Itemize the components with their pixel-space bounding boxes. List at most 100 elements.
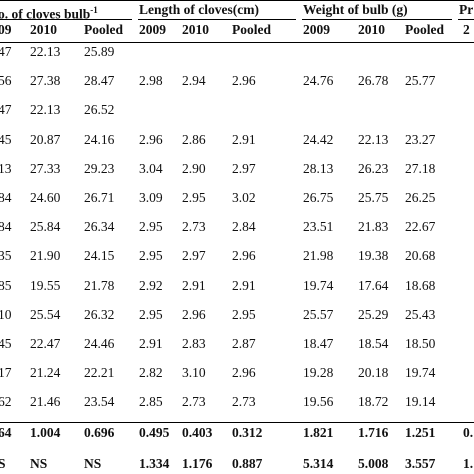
table-cell: 2.85 <box>139 394 163 410</box>
table-cell: 2.94 <box>182 73 206 89</box>
cd-cell: 3.557 <box>405 456 436 471</box>
group-header-partial: Pr <box>459 2 474 17</box>
table-cell: 18.50 <box>405 336 436 351</box>
table-cell: 2.95 <box>139 219 163 235</box>
table-cell: 3.04 <box>139 160 163 176</box>
table-cell: 24.15 <box>84 248 115 264</box>
table-cell: 2.87 <box>232 336 256 351</box>
table-cell: 25.29 <box>358 306 389 322</box>
table-cell: 25.84 <box>30 219 61 235</box>
cd-cell: 1. <box>463 456 474 471</box>
table-cell: 47 <box>0 44 12 59</box>
column-header: 2010 <box>30 22 57 37</box>
table-cell: 13 <box>0 160 12 176</box>
group-header-length: Length of cloves(cm) <box>139 2 259 17</box>
table-cell: 2.90 <box>182 160 206 176</box>
table-cell: 17.64 <box>358 277 389 293</box>
table-cell: 22.13 <box>30 102 61 118</box>
cd-cell: 1.334 <box>139 456 170 471</box>
table-cell: 21.83 <box>358 219 389 235</box>
table-cell: 3.09 <box>139 190 163 205</box>
sem-cell: 1.716 <box>358 425 389 440</box>
table-cell: 23.51 <box>303 219 334 235</box>
table-cell: 26.75 <box>303 190 334 205</box>
table-cell: 19.14 <box>405 394 436 410</box>
group-rule <box>458 19 474 20</box>
table-cell: 29.23 <box>84 160 115 176</box>
table-cell: 22.67 <box>405 219 436 235</box>
column-header: 09 <box>0 22 12 37</box>
cd-cell: 1.176 <box>182 456 213 471</box>
cd-cell: S <box>0 456 6 471</box>
table-cell: 3.02 <box>232 190 256 205</box>
table-cell: 19.38 <box>358 248 389 264</box>
table-cell: 21.24 <box>30 365 61 381</box>
table-cell: 22.13 <box>358 131 389 147</box>
table-cell: 26.23 <box>358 160 389 176</box>
table-cell: 23.54 <box>84 394 115 410</box>
table-cell: 22.13 <box>30 44 61 59</box>
table-cell: 26.52 <box>84 102 115 118</box>
table-cell: 2.91 <box>182 277 206 293</box>
cd-cell: NS <box>84 456 102 471</box>
table-cell: 26.71 <box>84 190 115 205</box>
column-header: 2010 <box>182 22 209 37</box>
table-cell: 21.46 <box>30 394 61 410</box>
table-cell: 18.72 <box>358 394 389 410</box>
table-cell: 24.16 <box>84 131 115 147</box>
table-cell: 2.73 <box>232 394 256 410</box>
group-rule <box>138 19 296 20</box>
table-cell: 22.21 <box>84 365 115 381</box>
table-cell: 25.54 <box>30 306 61 322</box>
table-cell: 2.83 <box>182 336 206 351</box>
table-cell: 27.18 <box>405 160 436 176</box>
cd-cell: 0.887 <box>232 456 263 471</box>
table-cell: 2.73 <box>182 394 206 410</box>
table-cell: 18.47 <box>303 336 334 351</box>
table-cell: 25.77 <box>405 73 436 89</box>
table-cell: 2.95 <box>232 306 256 322</box>
cd-cell: 5.008 <box>358 456 389 471</box>
sem-cell: 64 <box>0 425 12 440</box>
table-cell: 19.56 <box>303 394 334 410</box>
table-cell: 2.95 <box>139 248 163 264</box>
group-header-cloves: o. of cloves bulb-1 <box>0 5 98 22</box>
table-cell: 19.55 <box>30 277 61 293</box>
table-cell: 24.76 <box>303 73 334 89</box>
table-cell: 19.28 <box>303 365 334 381</box>
table-cell: 2.97 <box>182 248 206 264</box>
table-cell: 2.95 <box>182 190 206 205</box>
table-cell: 26.25 <box>405 190 436 205</box>
table-cell: 2.92 <box>139 277 163 293</box>
table-cell: 18.54 <box>358 336 389 351</box>
table-cell: 2.82 <box>139 365 163 381</box>
top-rule <box>0 0 474 1</box>
table-cell: 47 <box>0 102 12 118</box>
table-cell: 28.47 <box>84 73 115 89</box>
table-cell: 35 <box>0 248 12 264</box>
table-cell: 26.78 <box>358 73 389 89</box>
group-rule <box>302 19 452 20</box>
table-cell: 21.90 <box>30 248 61 264</box>
sem-cell: 0.312 <box>232 425 263 440</box>
column-header: 2010 <box>358 22 385 37</box>
table-cell: 23.27 <box>405 131 436 147</box>
table-cell: 19.74 <box>405 365 436 381</box>
column-header: 2009 <box>303 22 330 37</box>
table-cell: 84 <box>0 190 12 205</box>
table-cell: 2.96 <box>232 248 256 264</box>
table-cell: 85 <box>0 277 12 293</box>
column-header: Pooled <box>232 22 271 37</box>
table-cell: 21.98 <box>303 248 334 264</box>
table-cell: 2.96 <box>182 306 206 322</box>
column-header: Pooled <box>405 22 444 37</box>
table-cell: 25.89 <box>84 44 115 59</box>
cd-cell: 5.314 <box>303 456 334 471</box>
table-cell: 26.32 <box>84 306 115 322</box>
column-header: Pooled <box>84 22 123 37</box>
table-cell: 10 <box>0 306 12 322</box>
table-cell: 27.38 <box>30 73 61 89</box>
table-cell: 2.95 <box>139 306 163 322</box>
table-cell: 2.96 <box>232 365 256 381</box>
